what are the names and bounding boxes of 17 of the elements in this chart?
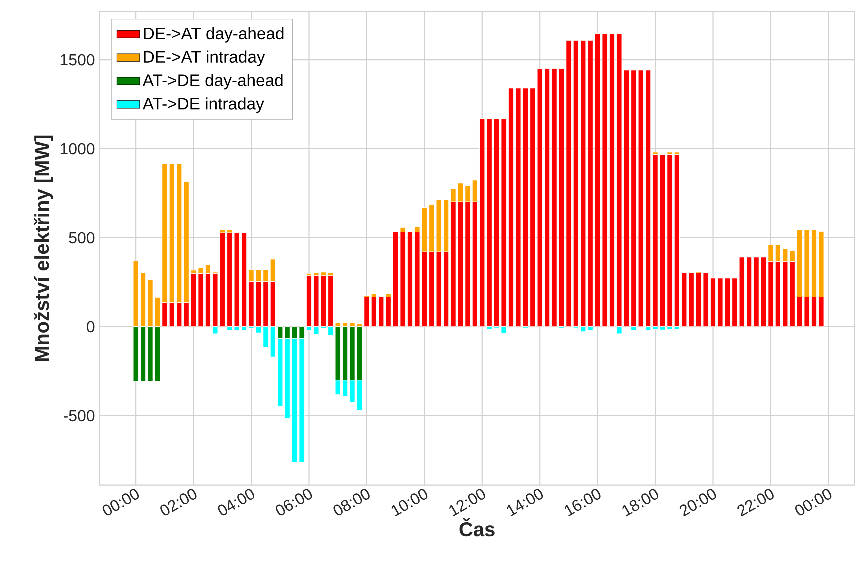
- x-tick-label: 08:00: [334, 489, 370, 516]
- y-tick-label: 500: [69, 232, 95, 244]
- legend-label: AT->DE day-ahead: [142, 74, 283, 90]
- legend-label: DE->AT day-ahead: [144, 27, 284, 43]
- y-tick-label: 1500: [60, 54, 95, 66]
- y-tick-label: -500: [64, 410, 95, 422]
- x-axis-title: Čas: [460, 518, 495, 536]
- x-tick-label: 04:00: [218, 489, 254, 516]
- y-tick-label: 1000: [60, 143, 95, 155]
- legend-label: AT->DE intraday: [142, 97, 264, 113]
- legend-label: DE->AT intraday: [144, 50, 266, 66]
- y-tick-label: 0: [87, 321, 95, 332]
- x-tick-label: 00:00: [795, 489, 832, 516]
- x-tick-label: 00:00: [102, 489, 140, 516]
- x-tick-label: 02:00: [160, 489, 197, 516]
- y-axis-title: Množství elektřiny [MW]: [34, 136, 54, 362]
- x-tick-label: 06:00: [276, 489, 312, 516]
